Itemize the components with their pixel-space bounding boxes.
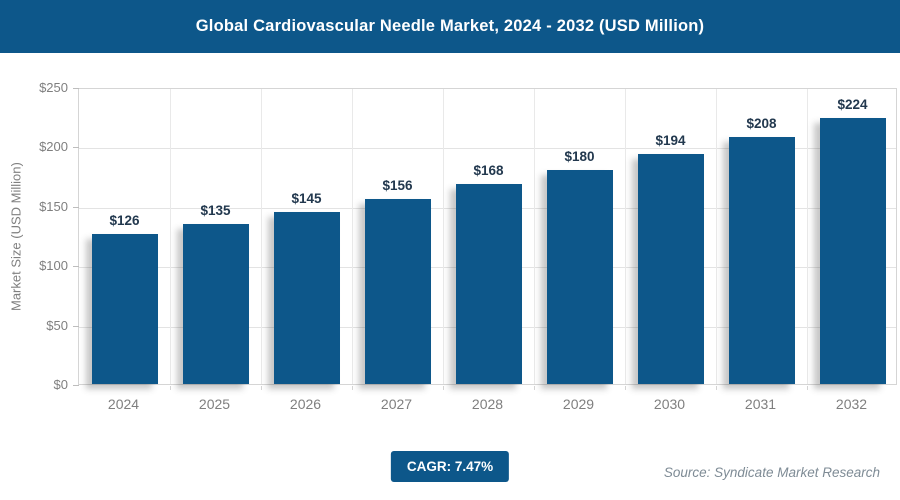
- y-axis-tick: [73, 147, 79, 149]
- x-axis-tick: [625, 386, 626, 390]
- bar-2029: [546, 170, 613, 384]
- plot-area: $126 $135 $145 $156 $168 $180 $194 $208 $224: [73, 88, 897, 390]
- x-axis-category-label: 2025: [198, 396, 231, 412]
- x-axis-category-label: 2032: [835, 396, 868, 412]
- bar-2026: [273, 211, 340, 384]
- source-attribution: Source: Syndicate Market Research: [663, 465, 880, 480]
- x-axis-tick: [352, 386, 353, 390]
- x-axis-category-label: 2031: [744, 396, 777, 412]
- x-axis-tick: [443, 386, 444, 390]
- bar-value-label: $224: [837, 96, 868, 112]
- bar-value-label: $126: [109, 213, 140, 229]
- x-axis-category-label: 2028: [471, 396, 504, 412]
- y-axis-tick: [73, 266, 79, 268]
- x-axis-category-label: 2027: [380, 396, 413, 412]
- chart-title-bar: Global Cardiovascular Needle Market, 202…: [0, 0, 900, 53]
- y-axis-tick: [73, 206, 79, 208]
- bar-2031: [728, 136, 795, 384]
- y-axis-tick: [73, 88, 79, 89]
- gridline-vertical: [352, 89, 353, 384]
- x-axis-labels: 2024 2025 2026 2027 2028 2029 2030 2031 2032: [78, 394, 897, 414]
- bar-2028: [455, 184, 522, 384]
- x-axis-tick: [534, 386, 535, 390]
- y-axis-tick: [73, 325, 79, 327]
- y-axis-tick-label: $250: [39, 80, 68, 95]
- x-axis-tick: [261, 386, 262, 390]
- gridline-horizontal: [79, 148, 896, 150]
- bar-value-label: $180: [564, 149, 595, 165]
- bar-2027: [364, 198, 431, 384]
- bar-2030: [637, 153, 704, 384]
- x-axis-tick: [170, 386, 171, 390]
- bar-2032: [819, 117, 886, 384]
- x-axis-category-label: 2029: [562, 396, 595, 412]
- bar-value-label: $156: [382, 177, 413, 193]
- cagr-badge: CAGR: 7.47%: [390, 451, 510, 482]
- x-axis-tick: [716, 386, 717, 390]
- y-axis-tick-label: $150: [39, 198, 68, 214]
- bar-value-label: $145: [291, 190, 322, 206]
- bar-2024: [91, 234, 158, 384]
- gridline-vertical: [170, 89, 171, 384]
- cagr-label: CAGR: 7.47%: [406, 459, 494, 474]
- y-axis-tick-label: $0: [53, 377, 68, 392]
- bar-value-label: $135: [200, 202, 231, 218]
- gridline-vertical: [716, 89, 717, 384]
- y-axis-tick: [73, 385, 79, 386]
- y-axis-tick-label: $200: [39, 139, 68, 155]
- chart-title: Global Cardiovascular Needle Market, 202…: [195, 17, 705, 35]
- y-axis-tick-label: $50: [46, 317, 68, 333]
- gridline-vertical: [443, 89, 444, 384]
- x-axis-category-label: 2030: [653, 396, 686, 412]
- x-axis-category-label: 2026: [289, 396, 322, 412]
- bar-value-label: $168: [473, 163, 504, 179]
- bar-value-label: $208: [746, 115, 777, 131]
- x-axis-category-label: 2024: [107, 396, 140, 412]
- x-axis-tick: [807, 386, 808, 390]
- gridline-vertical: [261, 89, 262, 384]
- bar-value-label: $194: [655, 132, 686, 148]
- y-axis-tick-label: $100: [39, 258, 68, 274]
- gridline-vertical: [807, 89, 808, 384]
- bar-2025: [182, 223, 249, 384]
- gridline-vertical: [625, 89, 626, 384]
- y-axis-tick-labels: $0 $50 $100 $150 $200 $250: [0, 80, 68, 392]
- gridline-vertical: [534, 89, 535, 384]
